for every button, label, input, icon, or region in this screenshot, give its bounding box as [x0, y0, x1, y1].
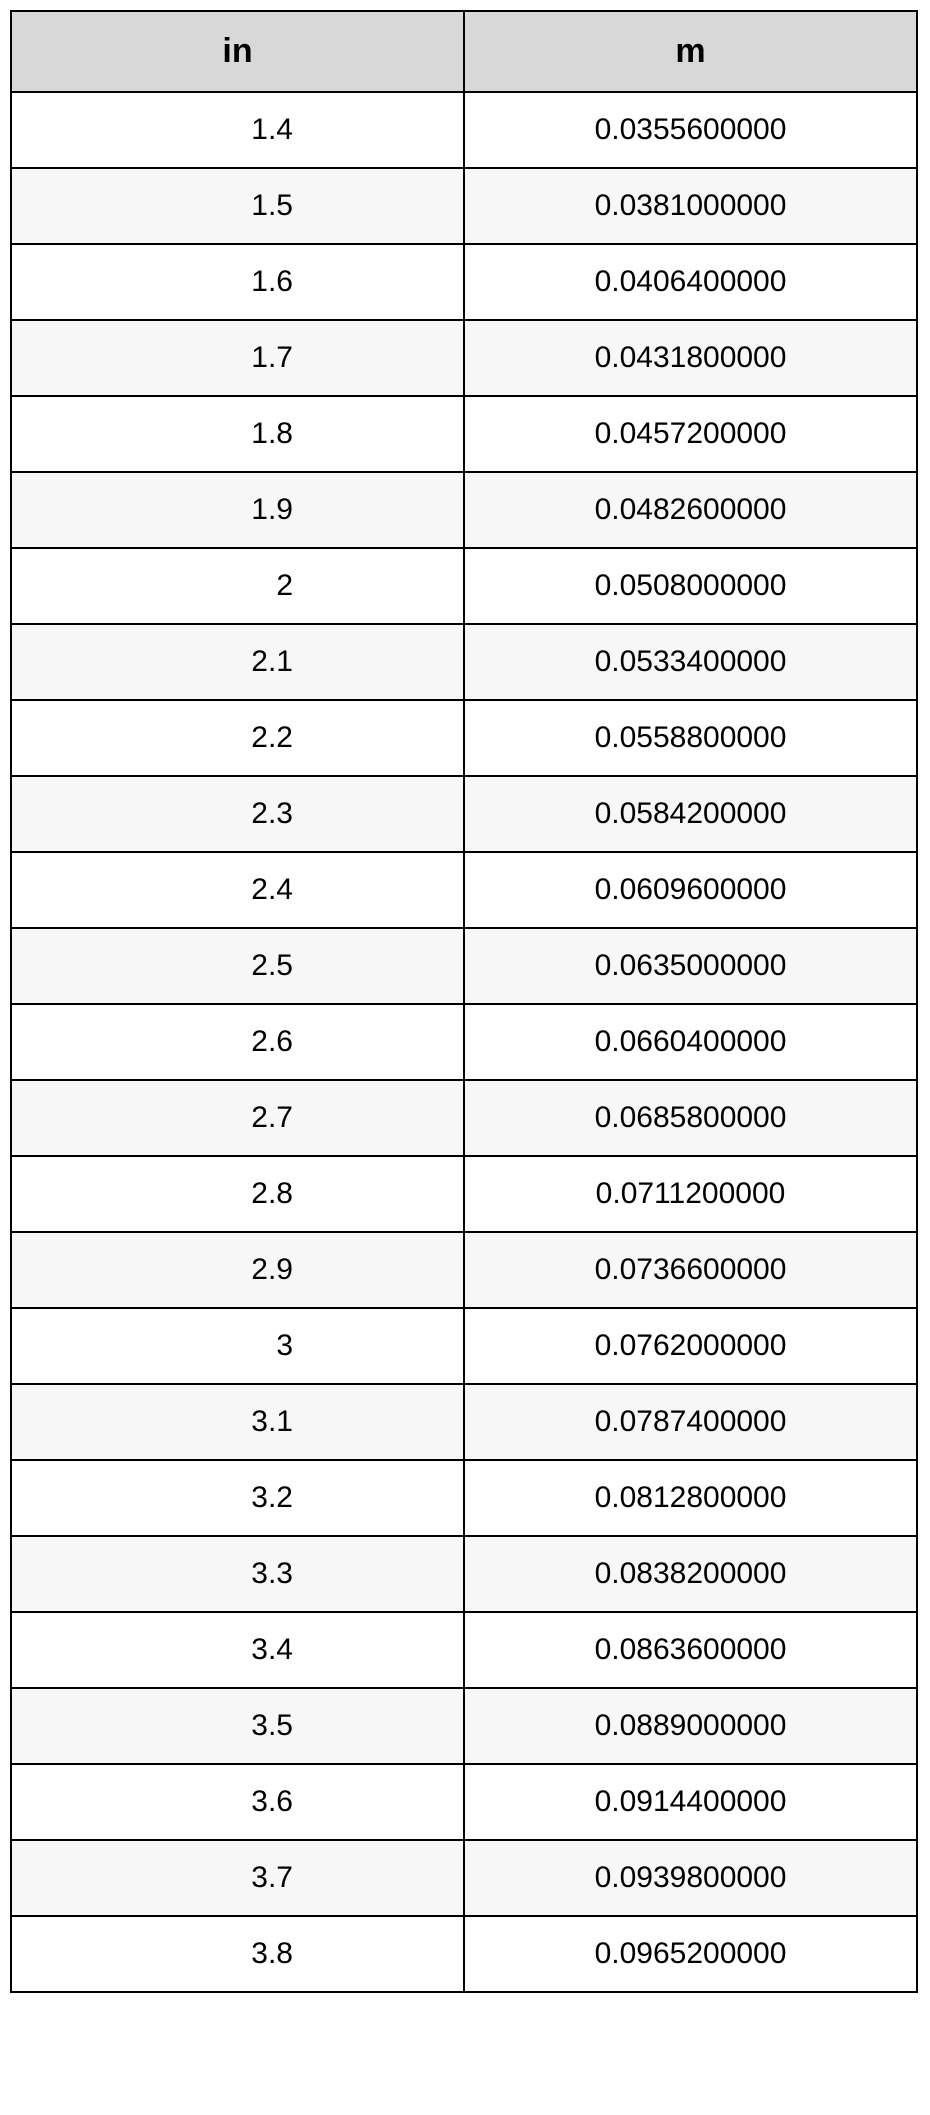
- cell-m: 0.0914400000: [464, 1764, 917, 1840]
- table-row: 1.40.0355600000: [11, 92, 917, 168]
- table-row: 3.60.0914400000: [11, 1764, 917, 1840]
- cell-in: 3.7: [11, 1840, 464, 1916]
- cell-in: 2.3: [11, 776, 464, 852]
- cell-in: 3.5: [11, 1688, 464, 1764]
- cell-m: 0.0736600000: [464, 1232, 917, 1308]
- cell-in: 1.8: [11, 396, 464, 472]
- cell-m: 0.0431800000: [464, 320, 917, 396]
- table-row: 2.90.0736600000: [11, 1232, 917, 1308]
- cell-m: 0.0533400000: [464, 624, 917, 700]
- table-row: 3.80.0965200000: [11, 1916, 917, 1992]
- table-row: 1.50.0381000000: [11, 168, 917, 244]
- cell-m: 0.0406400000: [464, 244, 917, 320]
- cell-in: 2.2: [11, 700, 464, 776]
- table-row: 3.50.0889000000: [11, 1688, 917, 1764]
- table-body: 1.40.03556000001.50.03810000001.60.04064…: [11, 92, 917, 1992]
- cell-in: 3.3: [11, 1536, 464, 1612]
- cell-in: 2.9: [11, 1232, 464, 1308]
- cell-in: 3.4: [11, 1612, 464, 1688]
- cell-m: 0.0355600000: [464, 92, 917, 168]
- cell-m: 0.0609600000: [464, 852, 917, 928]
- table-row: 2.10.0533400000: [11, 624, 917, 700]
- cell-in: 2.8: [11, 1156, 464, 1232]
- cell-m: 0.0457200000: [464, 396, 917, 472]
- cell-m: 0.0558800000: [464, 700, 917, 776]
- cell-m: 0.0812800000: [464, 1460, 917, 1536]
- table-row: 30.0762000000: [11, 1308, 917, 1384]
- table-row: 1.60.0406400000: [11, 244, 917, 320]
- cell-m: 0.0584200000: [464, 776, 917, 852]
- cell-m: 0.0939800000: [464, 1840, 917, 1916]
- cell-in: 3.8: [11, 1916, 464, 1992]
- cell-m: 0.0482600000: [464, 472, 917, 548]
- cell-in: 3.1: [11, 1384, 464, 1460]
- table-row: 2.60.0660400000: [11, 1004, 917, 1080]
- table-row: 3.10.0787400000: [11, 1384, 917, 1460]
- table-row: 2.50.0635000000: [11, 928, 917, 1004]
- table-row: 2.40.0609600000: [11, 852, 917, 928]
- table-row: 1.80.0457200000: [11, 396, 917, 472]
- cell-in: 1.5: [11, 168, 464, 244]
- column-header-m: m: [464, 11, 917, 92]
- table-row: 3.40.0863600000: [11, 1612, 917, 1688]
- table-row: 1.90.0482600000: [11, 472, 917, 548]
- table-row: 3.20.0812800000: [11, 1460, 917, 1536]
- cell-m: 0.0965200000: [464, 1916, 917, 1992]
- cell-in: 3: [11, 1308, 464, 1384]
- cell-m: 0.0381000000: [464, 168, 917, 244]
- table-row: 1.70.0431800000: [11, 320, 917, 396]
- table-header-row: in m: [11, 11, 917, 92]
- table-row: 2.80.0711200000: [11, 1156, 917, 1232]
- cell-m: 0.0889000000: [464, 1688, 917, 1764]
- table-row: 3.30.0838200000: [11, 1536, 917, 1612]
- cell-m: 0.0508000000: [464, 548, 917, 624]
- cell-in: 1.9: [11, 472, 464, 548]
- cell-in: 2.7: [11, 1080, 464, 1156]
- table-row: 3.70.0939800000: [11, 1840, 917, 1916]
- table-row: 2.30.0584200000: [11, 776, 917, 852]
- cell-in: 2: [11, 548, 464, 624]
- cell-m: 0.0685800000: [464, 1080, 917, 1156]
- table-header: in m: [11, 11, 917, 92]
- cell-in: 1.4: [11, 92, 464, 168]
- cell-in: 2.4: [11, 852, 464, 928]
- table-row: 2.70.0685800000: [11, 1080, 917, 1156]
- table-row: 20.0508000000: [11, 548, 917, 624]
- cell-m: 0.0660400000: [464, 1004, 917, 1080]
- cell-in: 3.2: [11, 1460, 464, 1536]
- cell-m: 0.0711200000: [464, 1156, 917, 1232]
- cell-in: 2.1: [11, 624, 464, 700]
- table-row: 2.20.0558800000: [11, 700, 917, 776]
- cell-m: 0.0863600000: [464, 1612, 917, 1688]
- column-header-in: in: [11, 11, 464, 92]
- cell-in: 3.6: [11, 1764, 464, 1840]
- cell-in: 1.7: [11, 320, 464, 396]
- cell-m: 0.0787400000: [464, 1384, 917, 1460]
- conversion-table: in m 1.40.03556000001.50.03810000001.60.…: [10, 10, 918, 1993]
- cell-m: 0.0838200000: [464, 1536, 917, 1612]
- cell-m: 0.0635000000: [464, 928, 917, 1004]
- cell-in: 1.6: [11, 244, 464, 320]
- cell-in: 2.5: [11, 928, 464, 1004]
- cell-m: 0.0762000000: [464, 1308, 917, 1384]
- cell-in: 2.6: [11, 1004, 464, 1080]
